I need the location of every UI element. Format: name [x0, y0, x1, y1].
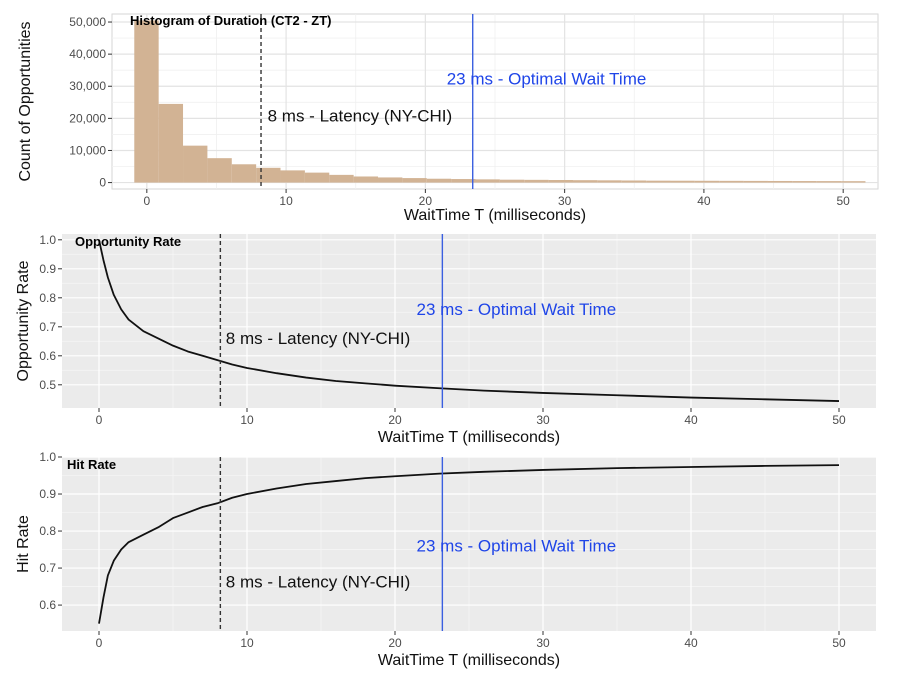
series-line: [98, 239, 840, 402]
x-axis-label: WaitTime T (milliseconds): [378, 652, 560, 669]
histogram-bar: [572, 180, 598, 183]
y-axis-label: Opportunity Rate: [15, 260, 32, 381]
histogram-bar: [353, 176, 379, 183]
histogram-bar: [475, 179, 500, 183]
optimal-wait-label: 23 ms - Optimal Wait Time: [417, 536, 617, 555]
x-tick-label: 10: [240, 636, 254, 650]
x-tick-label: 30: [536, 636, 550, 650]
y-tick-label: 0.9: [39, 262, 56, 276]
histogram-bar: [670, 180, 695, 183]
histogram-bar: [621, 180, 647, 183]
histogram-bar: [158, 103, 184, 183]
histogram-bar: [816, 181, 842, 183]
y-tick-label: 10,000: [69, 143, 106, 157]
x-tick-label: 50: [832, 636, 846, 650]
latency-label: 8 ms - Latency (NY-CHI): [226, 329, 411, 348]
x-tick-label: 20: [388, 413, 402, 427]
chart-panel-3: 8 ms - Latency (NY-CHI) 23 ms - Optimal W…: [15, 450, 876, 669]
x-tick-label: 10: [240, 413, 254, 427]
chart-title: Opportunity Rate: [75, 234, 181, 249]
chart-panel-2: 8 ms - Latency (NY-CHI) 23 ms - Optimal W…: [15, 233, 876, 446]
y-axis-label: Count of Opportunities: [17, 21, 34, 181]
x-tick-label: 30: [536, 413, 550, 427]
latency-label: 8 ms - Latency (NY-CHI): [226, 572, 411, 591]
y-tick-label: 1.0: [39, 450, 56, 464]
histogram-bar: [280, 170, 305, 183]
chart-panel-1: 8 ms - Latency (NY-CHI) 23 ms - Optimal W…: [17, 13, 879, 224]
histogram-bar: [231, 164, 257, 183]
histogram-bar: [524, 179, 549, 183]
y-tick-label: 0.8: [39, 524, 56, 538]
y-tick-label: 20,000: [69, 111, 106, 125]
x-tick-label: 20: [419, 194, 433, 208]
histogram-bar: [256, 167, 281, 183]
x-tick-label: 0: [96, 636, 103, 650]
histogram-bar: [378, 177, 403, 183]
histogram-bar: [767, 180, 793, 183]
x-tick-label: 30: [558, 194, 572, 208]
optimal-wait-label: 23 ms - Optimal Wait Time: [447, 70, 647, 89]
histogram-bar: [548, 180, 573, 183]
histogram-bar: [134, 20, 159, 183]
y-tick-label: 0.6: [39, 598, 56, 612]
y-tick-label: 1.0: [39, 233, 56, 247]
chart-title: Hit Rate: [67, 457, 116, 472]
histogram-bar: [597, 180, 622, 183]
x-axis-label: WaitTime T (milliseconds): [404, 207, 586, 224]
histogram-bar: [841, 181, 866, 183]
histogram-bar: [451, 179, 476, 183]
x-tick-label: 50: [837, 194, 851, 208]
histogram-bar: [329, 174, 354, 183]
histogram-bar: [426, 178, 452, 183]
histogram-bar: [792, 181, 817, 183]
x-tick-label: 20: [388, 636, 402, 650]
x-tick-label: 0: [96, 413, 103, 427]
y-tick-label: 0: [99, 176, 106, 190]
optimal-wait-label: 23 ms - Optimal Wait Time: [417, 300, 617, 319]
y-tick-label: 0.5: [39, 378, 56, 392]
histogram-bar: [207, 158, 232, 183]
histogram-bar: [402, 178, 427, 183]
histogram-bar: [183, 145, 208, 183]
x-tick-label: 0: [143, 194, 150, 208]
latency-label: 8 ms - Latency (NY-CHI): [268, 107, 453, 126]
y-tick-label: 0.7: [39, 320, 56, 334]
y-tick-label: 0.9: [39, 487, 56, 501]
series-line: [98, 464, 840, 624]
x-tick-label: 40: [684, 413, 698, 427]
y-tick-label: 0.8: [39, 291, 56, 305]
histogram-bar: [304, 172, 330, 183]
y-tick-label: 0.6: [39, 349, 56, 363]
histogram-bar: [743, 180, 768, 183]
x-axis-label: WaitTime T (milliseconds): [378, 429, 560, 446]
y-tick-label: 0.7: [39, 561, 56, 575]
histogram-bar: [694, 180, 720, 183]
y-tick-label: 50,000: [69, 15, 106, 29]
x-tick-label: 40: [697, 194, 711, 208]
y-tick-label: 40,000: [69, 47, 106, 61]
x-tick-label: 50: [832, 413, 846, 427]
x-tick-label: 10: [279, 194, 293, 208]
histogram-bar: [499, 179, 525, 183]
y-tick-label: 30,000: [69, 79, 106, 93]
x-tick-label: 40: [684, 636, 698, 650]
histogram-bar: [646, 180, 671, 183]
y-axis-label: Hit Rate: [15, 515, 32, 573]
chart-title: Histogram of Duration (CT2 - ZT): [130, 13, 332, 28]
histogram-bar: [719, 180, 744, 183]
